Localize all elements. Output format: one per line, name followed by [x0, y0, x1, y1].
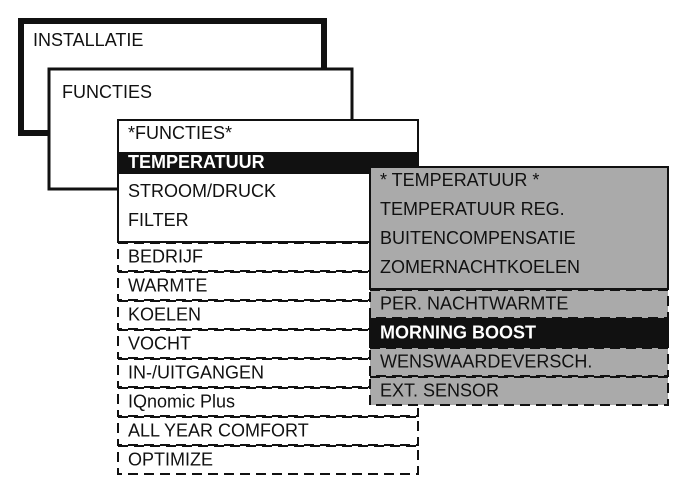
menu-item-box [117, 329, 419, 359]
menu-list: *FUNCTIES* TEMPERATUUR STROOM/DRUCK FILTER B… [117, 119, 419, 475]
menu-item: IQnomic Plus [128, 391, 235, 411]
menu-item: MORNING BOOST [380, 322, 536, 342]
menu-list: * TEMPERATUUR * TEMPERATUUR REG. BUITENCOM… [369, 166, 669, 406]
menu-item: TEMPERATUUR REG. [380, 199, 565, 219]
menu-item-box [369, 347, 669, 377]
menu-item-box [117, 445, 419, 475]
menu-item: TEMPERATUUR [128, 152, 265, 172]
menu-item-box [369, 289, 669, 319]
menu-item: FILTER [128, 210, 189, 230]
highlight [119, 152, 417, 174]
menu-item: *FUNCTIES* [128, 123, 232, 143]
menu-title: INSTALLATIE [33, 30, 143, 50]
menu-item-box [117, 300, 419, 330]
menu-item-box [117, 416, 419, 446]
menu-box [369, 166, 669, 290]
menu-item-box [369, 318, 669, 348]
menu-item-box [369, 376, 669, 406]
menu-item: BUITENCOMPENSATIE [380, 228, 576, 248]
menu-item: WARMTE [128, 275, 207, 295]
menu-item: * TEMPERATUUR * [380, 170, 539, 190]
menu-item: IN-/UITGANGEN [128, 362, 264, 382]
menu-item: ZOMERNACHTKOELEN [380, 257, 580, 277]
menu-item: BEDRIJF [128, 246, 203, 266]
menu-box [117, 119, 419, 243]
menu-item: OPTIMIZE [128, 449, 213, 469]
menu-item: STROOM/DRUCK [128, 181, 276, 201]
menu-item: KOELEN [128, 304, 201, 324]
menu-item: WENSWAARDEVERSCH. [380, 351, 592, 371]
menu-item: VOCHT [128, 333, 191, 353]
menu-item: ALL YEAR COMFORT [128, 420, 309, 440]
menu-item: EXT. SENSOR [380, 380, 499, 400]
menu-item-box [117, 387, 419, 417]
menu-title: FUNCTIES [62, 82, 152, 102]
menu-item: PER. NACHTWARMTE [380, 293, 568, 313]
